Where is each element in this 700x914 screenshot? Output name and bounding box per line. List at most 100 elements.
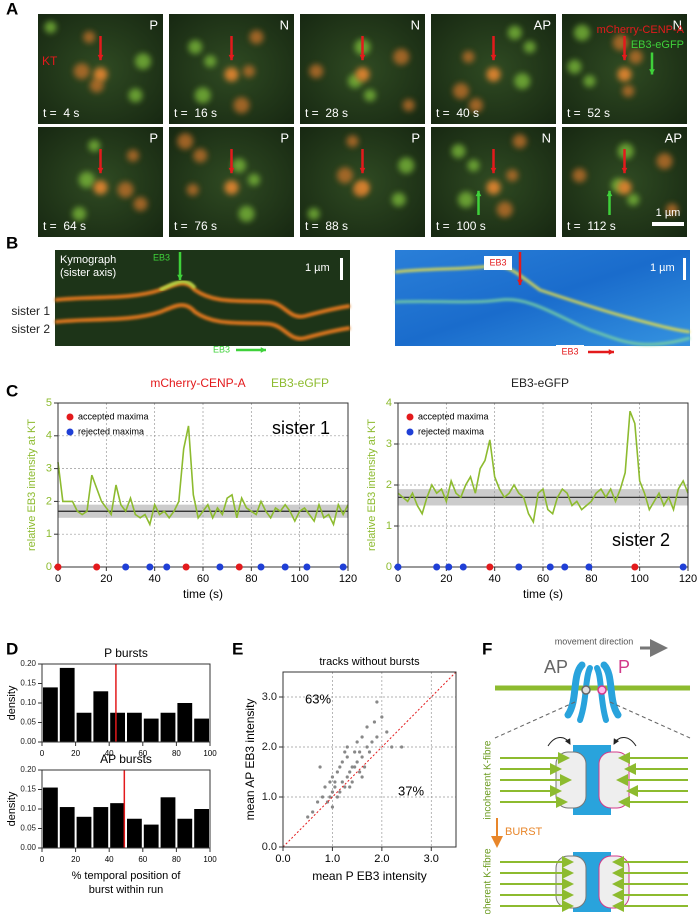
arrow-head	[359, 167, 366, 174]
spot	[193, 148, 208, 163]
histogram-bar	[160, 797, 176, 848]
arrow-head	[490, 54, 497, 61]
maximum-marker	[93, 563, 101, 571]
legend-label: accepted maxima	[418, 411, 489, 421]
y-axis-label: density	[6, 685, 18, 720]
spot	[44, 21, 57, 34]
maximum-marker	[679, 563, 687, 571]
spot	[307, 207, 320, 220]
scatter-point	[365, 745, 369, 749]
x-tick-label: 40	[489, 573, 501, 585]
y-tick-label: 0.00	[20, 843, 36, 852]
histogram-bar	[59, 667, 75, 742]
annotation: sister 2	[612, 530, 670, 550]
spot	[93, 180, 108, 195]
scatter-point	[365, 725, 369, 729]
maximum-marker	[561, 563, 569, 571]
diagram-label: AP	[544, 657, 568, 677]
panel-letter: A	[6, 0, 18, 18]
diagram-label: P	[618, 657, 630, 677]
scatter-point	[375, 735, 379, 739]
spot	[506, 169, 519, 182]
spot	[451, 144, 466, 159]
tile-label: AP	[534, 17, 551, 32]
arrow-head	[97, 54, 104, 61]
scatter-point	[360, 735, 364, 739]
scatter-point	[350, 765, 354, 769]
histogram-bar	[76, 712, 92, 742]
spot	[128, 88, 143, 103]
spot	[248, 173, 260, 186]
arrow-head	[97, 167, 104, 174]
histogram-bar	[194, 718, 209, 742]
histogram-bar	[43, 687, 58, 742]
scatter-point	[323, 785, 327, 789]
arrow-head	[606, 190, 613, 197]
tile-time: t = 100 s	[436, 219, 486, 233]
spot	[194, 87, 211, 104]
spot	[486, 67, 501, 82]
scatter-point	[343, 785, 347, 789]
legend-label: rejected maxima	[78, 426, 144, 436]
spot	[627, 193, 640, 206]
x-tick-label: 20	[71, 855, 80, 864]
data-line	[57, 425, 349, 527]
kymograph-left	[54, 250, 351, 346]
scatter-point	[343, 750, 347, 754]
spot	[78, 171, 95, 188]
x-tick-label: 120	[679, 573, 697, 585]
y-tick-label: 1.0	[262, 791, 277, 803]
scatter-point	[328, 795, 332, 799]
y-tick-label: 2	[46, 495, 52, 507]
diagram-label: movement direction	[555, 636, 634, 646]
spot	[467, 159, 480, 172]
tile-label: P	[411, 130, 420, 145]
y-tick-label: 2	[386, 479, 392, 491]
arrow-head	[100, 363, 106, 369]
kymograph-label: EB3-eGFP	[271, 376, 329, 390]
kymograph-label: Kymograph	[60, 254, 116, 266]
y-tick-label: 0.10	[20, 698, 36, 707]
x-tick-label: 60	[537, 573, 549, 585]
maximum-marker	[445, 563, 453, 571]
histogram-bar	[93, 691, 109, 742]
spot	[177, 133, 194, 150]
y-axis-label: relative EB3 intensity at KT	[366, 419, 378, 551]
x-tick-label: 0	[55, 573, 61, 585]
data-line	[397, 410, 689, 525]
x-tick-label: 0.0	[275, 853, 290, 865]
annotation: sister 1	[272, 418, 330, 438]
legend-marker	[406, 428, 414, 436]
scatter-point	[358, 770, 362, 774]
x-tick-label: 100	[203, 749, 217, 758]
spot	[224, 67, 239, 82]
tile-time: t = 112 s	[567, 219, 616, 233]
arrow-head	[475, 190, 482, 197]
x-tick-label: 80	[172, 855, 181, 864]
maximum-marker	[146, 563, 154, 571]
spot	[337, 167, 353, 184]
maximum-marker	[433, 563, 441, 571]
x-tick-label: 60	[197, 573, 209, 585]
histogram-bar	[177, 703, 193, 742]
legend-marker	[406, 413, 414, 421]
x-tick-label: 20	[440, 573, 452, 585]
scatter-point	[333, 785, 337, 789]
scatter-point	[318, 765, 322, 769]
spot	[243, 65, 255, 78]
y-tick-label: 1	[386, 520, 392, 532]
scatter-point	[370, 740, 374, 744]
scatter-point	[330, 790, 335, 794]
y-tick-label: 0	[46, 561, 52, 573]
y-axis-label: density	[6, 791, 18, 826]
scatter-point	[330, 775, 335, 779]
spot	[617, 180, 632, 195]
annotation: 63%	[305, 691, 331, 706]
kymograph-label: EB3	[489, 257, 506, 267]
x-tick-label: 80	[245, 573, 257, 585]
scatter-point	[330, 805, 335, 809]
scatter-point	[338, 765, 342, 769]
histogram-bar	[59, 807, 75, 848]
spot	[666, 203, 678, 216]
x-tick-label: 3.0	[424, 853, 439, 865]
